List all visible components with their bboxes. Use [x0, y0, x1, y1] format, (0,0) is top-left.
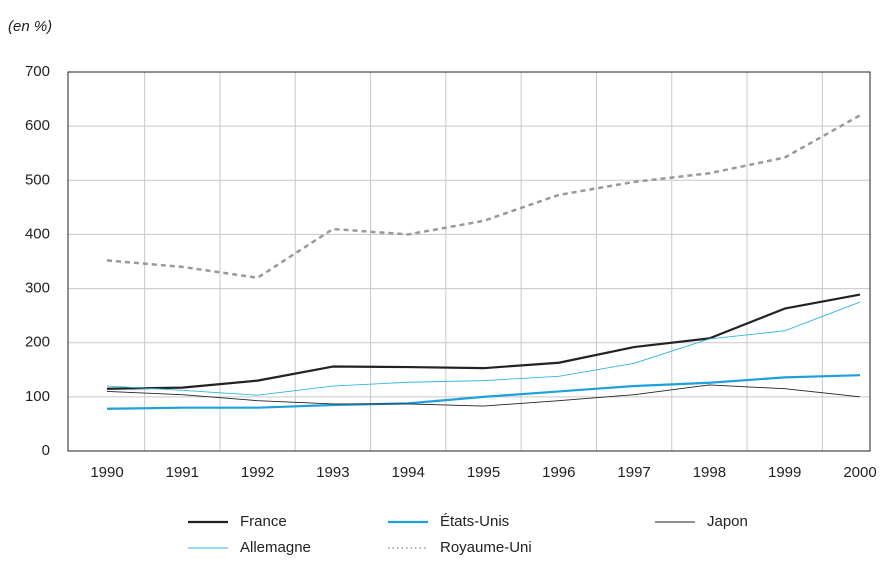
legend-label: Allemagne [240, 539, 311, 556]
legend-label: États-Unis [440, 513, 509, 530]
legend-label: France [240, 513, 287, 530]
series-line [106, 114, 861, 279]
x-tick-label: 1990 [90, 464, 123, 481]
y-tick-label: 200 [25, 334, 50, 351]
y-tick-label: 500 [25, 171, 50, 188]
plot-frame [67, 71, 871, 452]
y-tick-label: 100 [25, 388, 50, 405]
y-tick-label: 700 [25, 63, 50, 80]
y-tick-label: 400 [25, 225, 50, 242]
chart-subtitle: (en %) [8, 18, 52, 35]
x-tick-label: 1997 [617, 464, 650, 481]
legend-label: Japon [707, 513, 748, 530]
series-line [106, 293, 861, 390]
series-line [106, 301, 861, 396]
x-tick-label: 1995 [467, 464, 500, 481]
y-tick-label: 0 [42, 442, 50, 459]
x-tick-label: 1991 [166, 464, 199, 481]
y-tick-label: 600 [25, 117, 50, 134]
series-line [106, 384, 861, 407]
x-tick-label: 1996 [542, 464, 575, 481]
x-tick-label: 1998 [693, 464, 726, 481]
x-tick-label: 1994 [392, 464, 425, 481]
x-tick-label: 2000 [843, 464, 876, 481]
y-tick-label: 300 [25, 280, 50, 297]
x-tick-label: 1999 [768, 464, 801, 481]
legend-label: Royaume-Uni [440, 539, 532, 556]
x-tick-label: 1992 [241, 464, 274, 481]
x-tick-label: 1993 [316, 464, 349, 481]
series-line [106, 374, 861, 410]
